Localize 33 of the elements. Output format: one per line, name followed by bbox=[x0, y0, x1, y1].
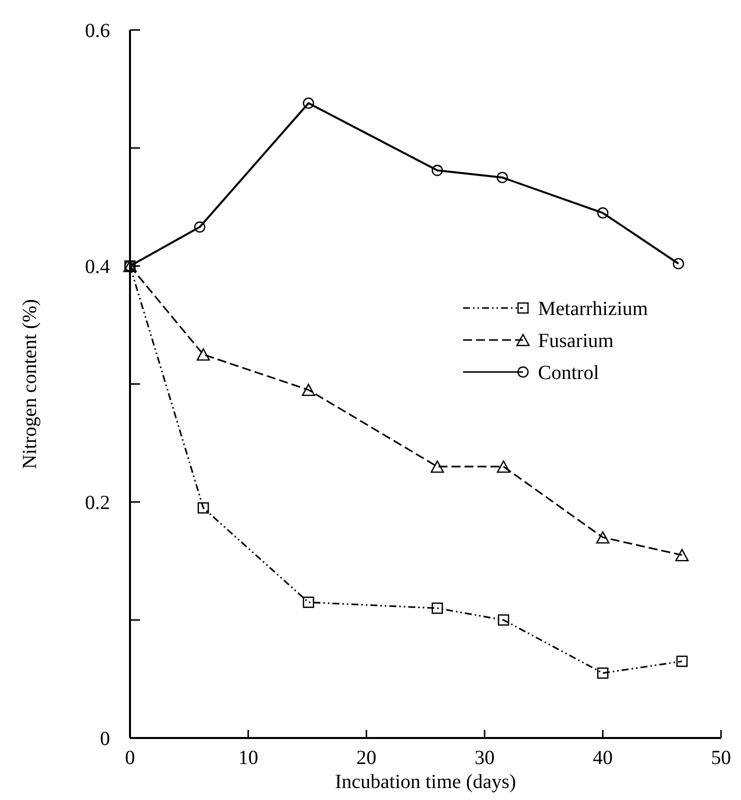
legend-label: Control bbox=[538, 362, 600, 384]
x-tick-label: 10 bbox=[238, 747, 258, 769]
y-tick-label: 0.2 bbox=[85, 492, 110, 514]
x-tick-label: 20 bbox=[356, 747, 376, 769]
legend-label: Metarrhizium bbox=[538, 298, 648, 320]
point bbox=[596, 531, 610, 544]
point bbox=[194, 221, 206, 233]
point bbox=[675, 548, 689, 562]
point bbox=[597, 667, 608, 679]
point bbox=[432, 164, 443, 176]
point bbox=[302, 596, 314, 608]
y-tick-label: 0 bbox=[100, 728, 110, 750]
y-tick-label: 0.6 bbox=[85, 20, 110, 42]
x-tick-label: 30 bbox=[474, 747, 495, 769]
point bbox=[496, 460, 510, 473]
x-tick-label: 40 bbox=[592, 747, 613, 769]
point bbox=[676, 656, 688, 667]
y-axis-title: Nitrogen content (%) bbox=[19, 299, 41, 469]
point bbox=[198, 502, 209, 514]
point bbox=[432, 602, 443, 614]
point bbox=[672, 258, 684, 270]
point bbox=[430, 460, 444, 473]
point bbox=[302, 384, 316, 396]
x-tick-label: 0 bbox=[125, 747, 135, 769]
legend-label: Fusarium bbox=[538, 330, 614, 352]
point bbox=[597, 207, 608, 219]
x-tick-label: 50 bbox=[711, 747, 731, 769]
x-axis-title: Incubation time (days) bbox=[334, 771, 516, 793]
point bbox=[302, 98, 314, 109]
point bbox=[496, 172, 508, 184]
y-tick-label: 0.4 bbox=[85, 256, 110, 278]
point bbox=[498, 614, 510, 626]
point bbox=[196, 348, 210, 361]
